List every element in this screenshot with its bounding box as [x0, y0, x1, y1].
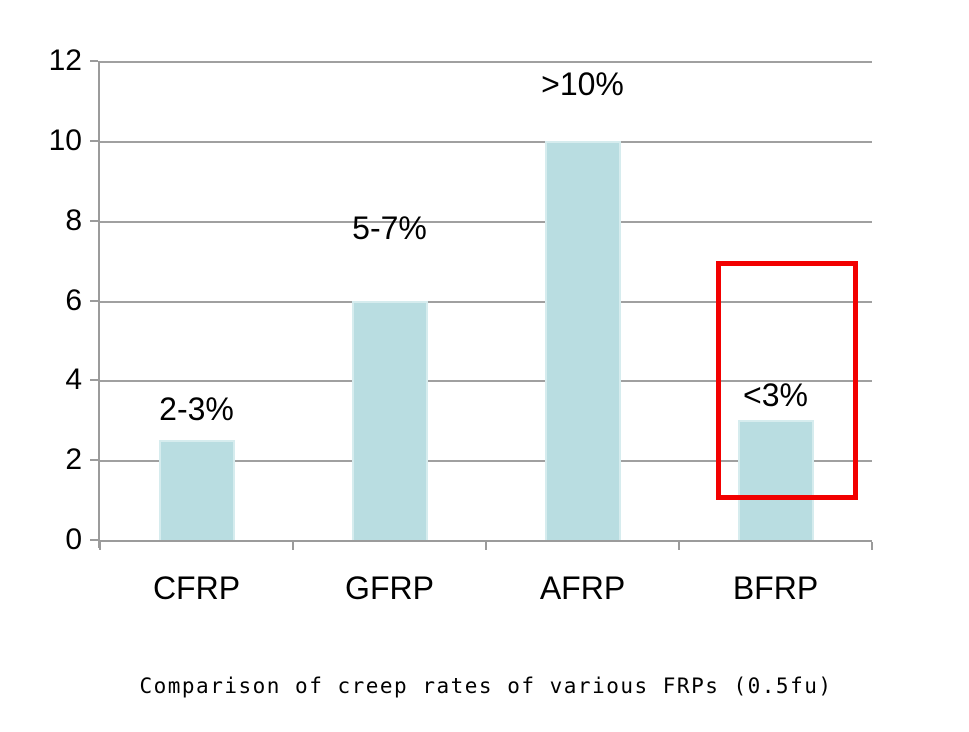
chart-title: Comparison of creep rates of various FRP…	[139, 674, 833, 698]
bar-value-label-afrp: >10%	[541, 65, 624, 102]
y-tick-label-4: 4	[65, 363, 82, 397]
bar-afrp	[544, 140, 621, 540]
x-tick-mark	[871, 542, 873, 550]
bar-gfrp	[351, 300, 428, 540]
bar-bfrp	[737, 420, 814, 540]
grid-line	[100, 140, 872, 143]
y-tick-mark	[90, 459, 98, 462]
y-tick-mark	[90, 139, 98, 142]
x-tick-label-gfrp: GFRP	[345, 570, 434, 606]
x-tick-mark	[292, 542, 294, 550]
bar-value-label-bfrp: <3%	[743, 377, 808, 414]
plot-area: 0 2 4 6 8 10 12 2-3% CFRP 5-7% GFRP >10% AFRP <3% BFRP	[49, 45, 873, 605]
x-tick-label-afrp: AFRP	[539, 570, 626, 606]
grid-line	[100, 460, 872, 463]
y-tick-mark	[90, 219, 98, 222]
x-tick-mark	[99, 542, 101, 550]
y-tick-label-10: 10	[48, 123, 82, 157]
grid-line	[100, 380, 872, 383]
y-tick-mark	[90, 539, 98, 541]
bar-value-label-gfrp: 5-7%	[352, 209, 427, 246]
y-tick-mark	[90, 379, 98, 382]
x-tick-mark	[678, 542, 680, 550]
y-tick-label-0: 0	[65, 523, 82, 556]
x-tick-label-bfrp: BFRP	[732, 570, 819, 606]
x-axis-line	[98, 540, 872, 542]
grid-line	[100, 220, 872, 223]
y-axis-line	[98, 61, 100, 548]
y-tick-mark	[90, 60, 98, 62]
y-tick-label-2: 2	[65, 443, 82, 477]
bar-cfrp	[158, 440, 235, 540]
bar-value-label-cfrp: 2-3%	[159, 391, 234, 428]
y-tick-label-8: 8	[65, 203, 82, 237]
x-tick-mark	[485, 542, 487, 550]
y-tick-label-12: 12	[48, 44, 82, 77]
highlight-rectangle	[715, 260, 858, 501]
y-tick-label-6: 6	[65, 283, 82, 317]
x-tick-label-cfrp: CFRP	[152, 570, 241, 606]
y-tick-mark	[90, 299, 98, 302]
grid-line	[100, 300, 872, 303]
grid-line	[100, 61, 872, 63]
